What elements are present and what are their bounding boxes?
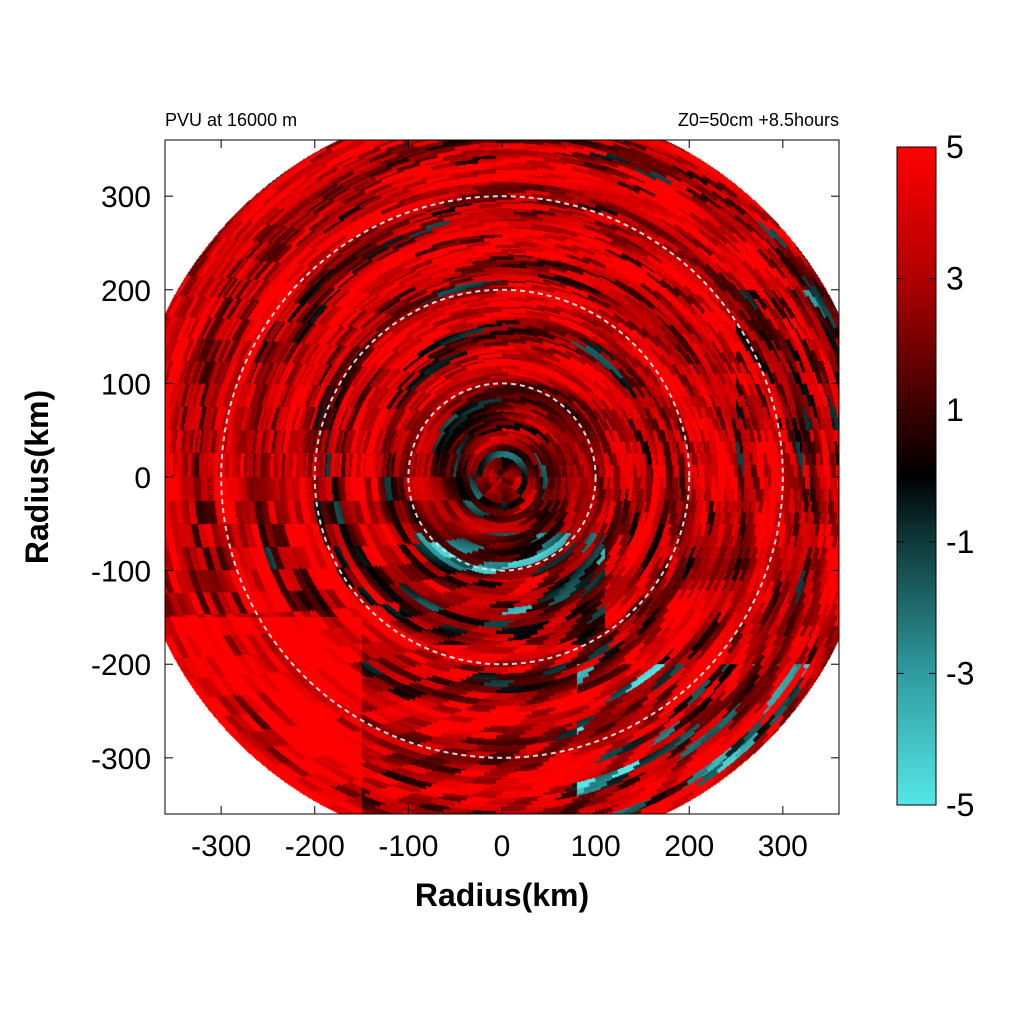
y-tick-label: 100 bbox=[101, 368, 151, 401]
y-axis-title: Radius(km) bbox=[19, 390, 55, 564]
y-tick-label: 0 bbox=[134, 462, 151, 495]
y-tick-label: -300 bbox=[91, 743, 151, 776]
x-tick-label: 100 bbox=[571, 830, 621, 863]
colorbar-gradient bbox=[896, 146, 937, 806]
reference-circle bbox=[220, 195, 784, 759]
title-right: Z0=50cm +8.5hours bbox=[678, 110, 839, 130]
colorbar-tick-label: 5 bbox=[946, 129, 964, 165]
y-axis-ticks: 300 200 100 0 -100 -200 -300 bbox=[91, 181, 839, 776]
reference-circle bbox=[313, 288, 691, 666]
x-tick-label: -300 bbox=[191, 830, 251, 863]
x-tick-label: -100 bbox=[378, 830, 438, 863]
y-tick-label: -200 bbox=[91, 649, 151, 682]
y-tick-label: 200 bbox=[101, 275, 151, 308]
x-tick-label: 0 bbox=[494, 830, 511, 863]
colorbar-tick-label: 3 bbox=[946, 261, 964, 297]
x-tick-label: -200 bbox=[285, 830, 345, 863]
heatmap-field bbox=[165, 140, 839, 814]
x-axis-title: Radius(km) bbox=[415, 877, 589, 913]
y-tick-label: -100 bbox=[91, 556, 151, 589]
x-tick-label: 300 bbox=[758, 830, 808, 863]
x-axis-ticks: -300 -200 -100 0 100 200 300 bbox=[191, 140, 808, 863]
x-tick-label: 200 bbox=[664, 830, 714, 863]
title-left: PVU at 16000 m bbox=[165, 110, 297, 130]
colorbar-tick-label: 1 bbox=[946, 392, 964, 428]
heatmap-image bbox=[165, 140, 839, 814]
reference-circles bbox=[220, 195, 784, 759]
colorbar-tick-label: -5 bbox=[946, 787, 974, 823]
colorbar: 5 3 1 -1 -3 -5 bbox=[896, 129, 974, 823]
reference-circle bbox=[407, 382, 597, 572]
colorbar-ticks: 5 3 1 -1 -3 -5 bbox=[897, 129, 974, 823]
colorbar-tick-label: -3 bbox=[946, 655, 974, 691]
y-tick-label: 300 bbox=[101, 181, 151, 214]
colorbar-tick-label: -1 bbox=[946, 524, 974, 560]
plot-area bbox=[165, 140, 839, 814]
